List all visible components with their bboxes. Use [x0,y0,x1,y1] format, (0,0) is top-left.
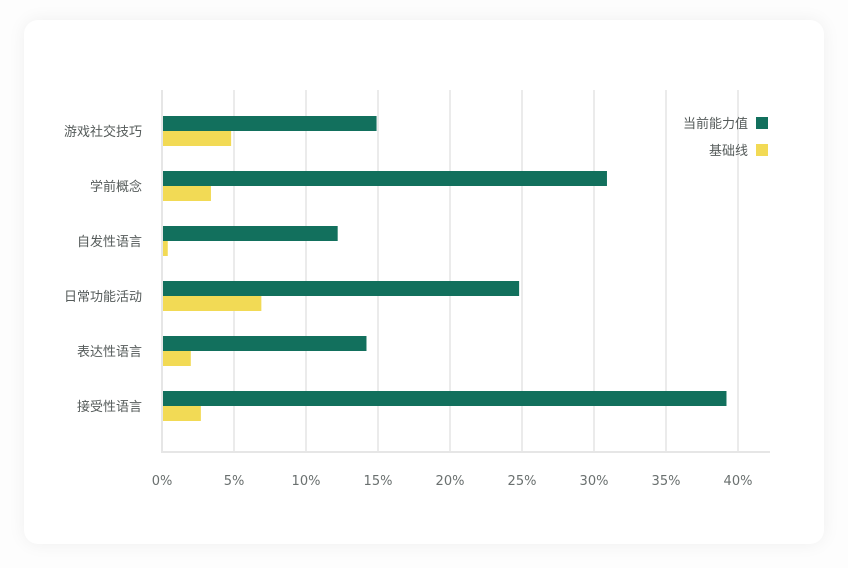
x-tick-labels: 0% 5% 10% 15% 20% 25% 30% 35% 40% [152,474,753,489]
bar-baseline [162,296,262,311]
legend-label: 基础线 [709,144,748,159]
x-tick-label: 40% [724,474,753,489]
category-label: 学前概念 [90,179,142,195]
bar-baseline [162,406,201,421]
axes-group [161,90,770,453]
legend-swatch [756,144,768,156]
bars-group [162,116,727,421]
bar-current [162,336,367,351]
x-tick-label: 20% [436,474,465,489]
x-tick-label: 30% [580,474,609,489]
x-tick-label: 10% [292,474,321,489]
x-tick-label: 5% [224,474,245,489]
category-label: 日常功能活动 [64,290,142,305]
x-tick-label: 15% [364,474,393,489]
bar-current [162,171,607,186]
bar-baseline [162,186,211,201]
bar-current [162,226,338,241]
bar-current [162,116,377,131]
category-label: 接受性语言 [77,399,142,415]
x-tick-label: 25% [508,474,537,489]
category-label: 表达性语言 [77,345,142,360]
bar-baseline [162,131,232,146]
legend-label: 当前能力值 [683,116,748,132]
legend-swatch [756,117,768,129]
x-tick-label: 0% [152,474,173,489]
bar-baseline [162,351,191,366]
x-tick-label: 35% [652,474,681,489]
category-label: 游戏社交技巧 [64,124,142,140]
bar-baseline [162,241,168,256]
category-label: 自发性语言 [77,234,142,250]
bar-current [162,281,520,296]
bar-current [162,391,727,406]
